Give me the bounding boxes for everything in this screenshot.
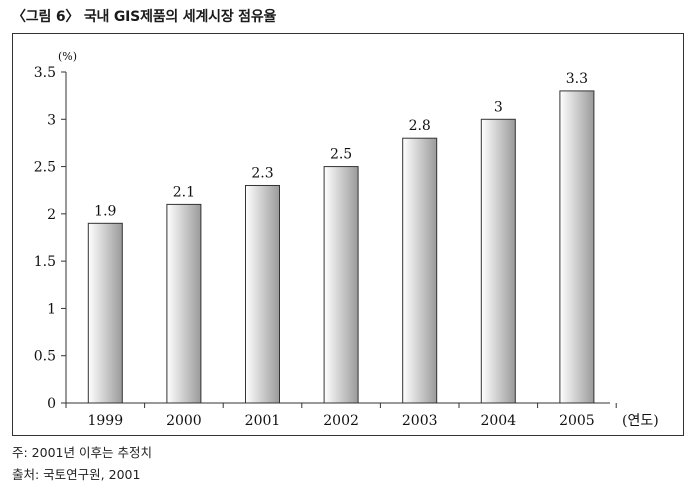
y-tick-label: 0.5 <box>34 349 56 365</box>
bars <box>87 90 595 404</box>
y-tick-label: 2 <box>47 207 56 223</box>
x-tick-label: 2005 <box>559 413 595 429</box>
data-label: 2.1 <box>173 184 195 200</box>
y-tick-label: 0 <box>47 396 56 412</box>
x-tick-label: 1999 <box>87 413 123 429</box>
bar <box>480 118 516 404</box>
chart-notes: 주: 2001년 이후는 추정치 출처: 국토연구원, 2001 <box>12 442 152 486</box>
x-tick-label: 2004 <box>480 413 516 429</box>
y-tick-label: 1 <box>47 301 56 317</box>
footnote: 주: 2001년 이후는 추정치 <box>12 445 152 460</box>
data-label: 1.9 <box>94 203 116 219</box>
x-axis-unit: (연도) <box>622 413 659 429</box>
x-tick-label: 2002 <box>323 413 359 429</box>
y-tick-label: 2.5 <box>34 160 56 176</box>
chart-frame <box>12 33 684 436</box>
x-tick-label: 2003 <box>402 413 438 429</box>
bar <box>323 166 359 404</box>
labels: 0 0.5 1 1.5 2 2.5 3 3.5(%) 1.9 1999 2.1 2000 2.3 2001… <box>34 50 659 429</box>
data-label: 2.5 <box>330 147 352 163</box>
data-label: 3.3 <box>566 71 588 87</box>
x-tick-label: 2000 <box>166 413 202 429</box>
bar <box>402 137 438 404</box>
x-tick-label: 2001 <box>245 413 281 429</box>
bar <box>87 222 123 404</box>
chart-title: 〈그림 6〉 국내 GIS제품의 세계시장 점유율 <box>12 9 277 25</box>
y-tick-label: 1.5 <box>34 254 56 270</box>
bar <box>166 203 202 404</box>
y-axis-unit: (%) <box>58 50 77 63</box>
source-note: 출처: 국토연구원, 2001 <box>12 467 141 482</box>
data-label: 2.8 <box>409 118 431 134</box>
data-label: 2.3 <box>251 165 273 181</box>
y-tick-label: 3.5 <box>34 65 56 81</box>
bar <box>245 184 280 404</box>
data-label: 3 <box>494 99 503 115</box>
bar <box>559 90 595 404</box>
y-tick-label: 3 <box>47 112 56 128</box>
